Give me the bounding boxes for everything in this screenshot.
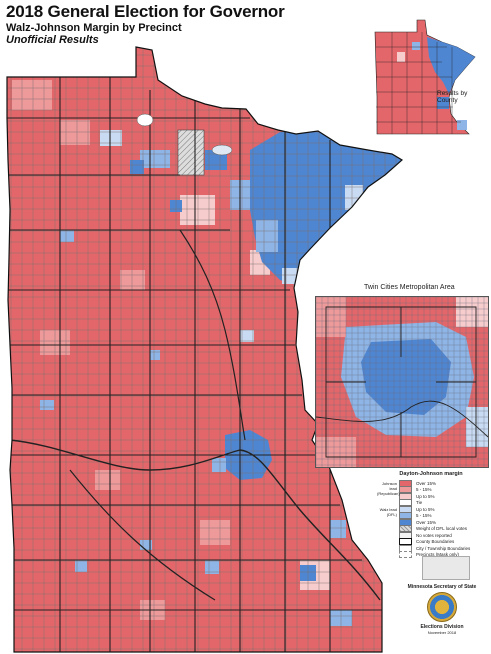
legend-label: Tie bbox=[416, 500, 423, 506]
legend-label: Over 15% bbox=[416, 480, 437, 486]
lake-of-the-woods-icon bbox=[136, 113, 154, 127]
sos-date: November 2018 bbox=[427, 630, 457, 635]
legend-label: 5 - 15% bbox=[416, 513, 432, 519]
sos-org: Minnesota Secretary of State bbox=[407, 584, 477, 590]
county-results-inset: Results by County bbox=[357, 2, 487, 137]
legend-row: Precincts (Mask only) bbox=[377, 551, 485, 559]
legend: Dayton-Johnson margin Johnson lead (Repu… bbox=[377, 471, 485, 583]
legend-walz-side: Walz lead (DFL) bbox=[379, 507, 397, 517]
sos-block: Minnesota Secretary of State Elections D… bbox=[400, 584, 484, 635]
legend-label: City / Township Boundaries bbox=[416, 545, 471, 551]
legend-label: No votes reported bbox=[416, 532, 452, 538]
legend-label: Up to 5% bbox=[416, 506, 435, 512]
page-subtitle-italic: Unofficial Results bbox=[6, 34, 99, 46]
legend-label: Weight of DFL local votes bbox=[416, 526, 468, 532]
legend-johnson-side: Johnson lead (Republican) bbox=[377, 481, 400, 496]
sos-division: Elections Division bbox=[420, 624, 464, 630]
state-seal-icon bbox=[427, 592, 457, 622]
legend-label: County Boundaries bbox=[416, 539, 455, 545]
legend-label: 5 - 15% bbox=[416, 487, 432, 493]
legend-swatch bbox=[399, 551, 412, 559]
legend-title: Dayton-Johnson margin bbox=[399, 471, 463, 477]
legend-label: Up to 5% bbox=[416, 493, 435, 499]
metro-inset-title: Twin Cities Metropolitan Area bbox=[364, 284, 455, 291]
county-inset-title: Results by County bbox=[437, 90, 468, 104]
metro-results-inset: Twin Cities Metropolitan Area bbox=[315, 284, 489, 468]
legend-label: Precincts (Mask only) bbox=[416, 552, 460, 558]
county-map bbox=[374, 19, 476, 135]
metro-map bbox=[315, 297, 489, 467]
note-box bbox=[422, 556, 470, 580]
page-title: 2018 General Election for Governor bbox=[6, 2, 285, 21]
legend-label: Over 15% bbox=[416, 519, 437, 525]
page-subtitle: Walz-Johnson Margin by Precinct bbox=[6, 22, 182, 34]
